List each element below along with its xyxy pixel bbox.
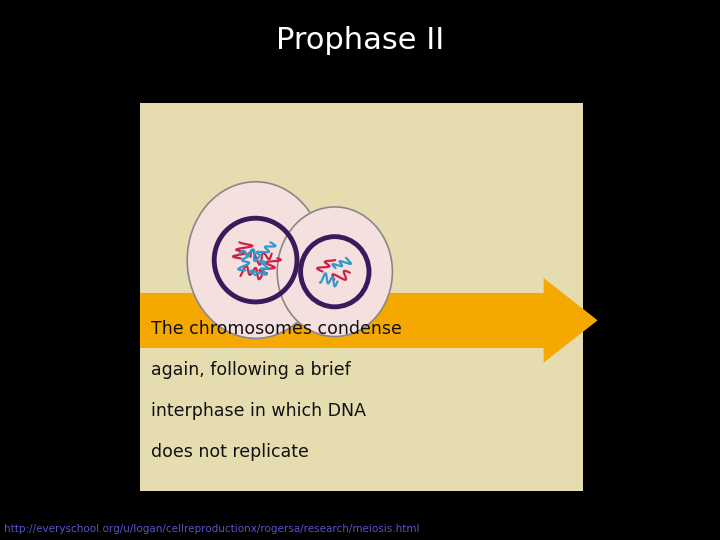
- Text: The chromosomes condense: The chromosomes condense: [151, 320, 402, 339]
- Bar: [140, 103, 583, 491]
- Text: Prophase II: Prophase II: [276, 26, 444, 55]
- Polygon shape: [544, 278, 598, 363]
- Text: http://everyschool.org/u/logan/cellreproductionx/rogersa/research/meiosis.html: http://everyschool.org/u/logan/cellrepro…: [4, 523, 419, 534]
- Ellipse shape: [277, 207, 392, 336]
- Ellipse shape: [187, 182, 324, 339]
- Bar: [140, 293, 544, 348]
- Text: interphase in which DNA: interphase in which DNA: [151, 402, 366, 420]
- Text: again, following a brief: again, following a brief: [151, 361, 351, 379]
- Text: does not replicate: does not replicate: [151, 443, 309, 461]
